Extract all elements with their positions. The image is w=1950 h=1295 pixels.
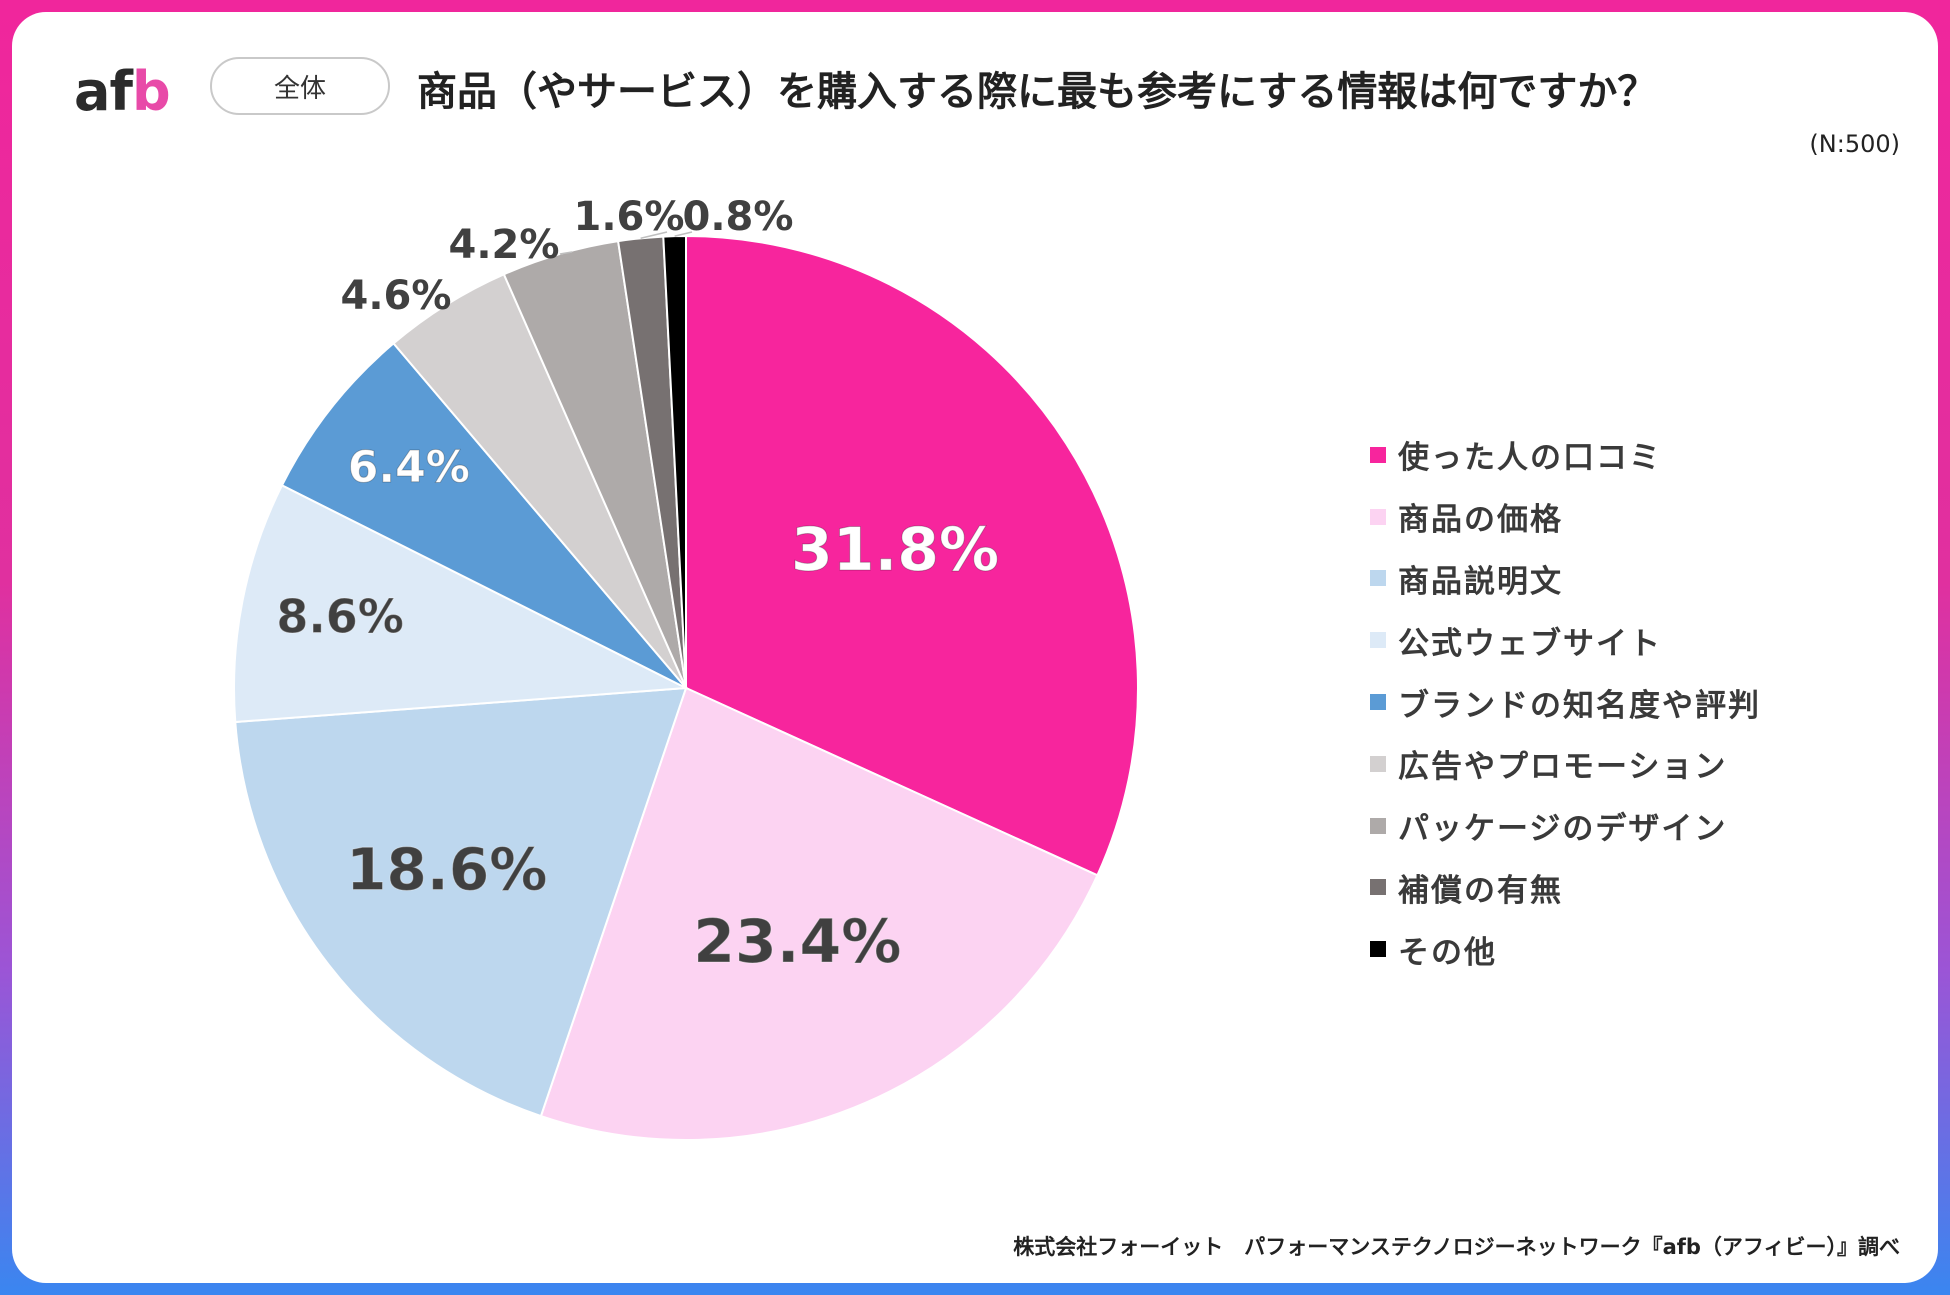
legend-label: 商品説明文 bbox=[1398, 563, 1563, 600]
legend-item: 商品説明文 bbox=[1370, 548, 1890, 610]
data-label: 8.6% bbox=[276, 589, 404, 643]
leader-line bbox=[674, 231, 693, 237]
legend-swatch bbox=[1370, 632, 1386, 649]
afb-logo: afb bbox=[74, 62, 184, 122]
legend-swatch bbox=[1370, 755, 1386, 772]
legend-swatch bbox=[1370, 817, 1386, 834]
data-label: 4.2% bbox=[449, 222, 560, 268]
data-label: 0.8% bbox=[683, 194, 794, 240]
segment-tag: 全体 bbox=[210, 57, 390, 115]
data-label: 18.6% bbox=[346, 836, 547, 904]
source-credit: 株式会社フォーイット パフォーマンステクノロジーネットワーク『afb（アフィビー… bbox=[1013, 1235, 1900, 1259]
legend-label: 使った人の口コミ bbox=[1398, 440, 1662, 477]
legend-swatch bbox=[1370, 508, 1386, 525]
chart-card: afb 全体 商品（やサービス）を購入する際に最も参考にする情報は何ですか？ (… bbox=[12, 12, 1938, 1283]
legend-label: 広告やプロモーション bbox=[1398, 749, 1728, 786]
data-label: 31.8% bbox=[791, 515, 999, 585]
data-label: 6.4% bbox=[348, 442, 470, 493]
legend-item: 商品の価格 bbox=[1370, 486, 1890, 548]
sample-size: (N:500) bbox=[1809, 130, 1900, 158]
pie-slice bbox=[233, 483, 690, 724]
legend-item: 使った人の口コミ bbox=[1370, 424, 1890, 486]
legend-swatch bbox=[1370, 446, 1386, 463]
legend-swatch bbox=[1370, 694, 1386, 711]
data-label: 1.6% bbox=[574, 194, 685, 240]
logo-accent: b bbox=[131, 60, 171, 123]
pie-slice bbox=[685, 234, 1139, 877]
logo-text: af bbox=[74, 60, 133, 123]
legend-label: 商品の価格 bbox=[1398, 502, 1563, 539]
legend-label: その他 bbox=[1398, 934, 1497, 971]
pie-slice bbox=[234, 686, 688, 1118]
data-label: 4.6% bbox=[341, 273, 452, 319]
legend-swatch bbox=[1370, 941, 1386, 958]
legend-item: ブランドの知名度や評判 bbox=[1370, 671, 1890, 733]
leader-line bbox=[559, 251, 573, 255]
data-label: 23.4% bbox=[693, 907, 901, 977]
pie-chart: 31.8% 23.4% 18.6% 8.6% 6.4% 4.6% 4.2% 1.6%0.8% bbox=[233, 194, 1139, 1141]
legend-item: 公式ウェブサイト bbox=[1370, 609, 1890, 671]
legend-label: ブランドの知名度や評判 bbox=[1398, 687, 1761, 724]
pie-slice bbox=[539, 686, 1099, 1141]
legend-label: 公式ウェブサイト bbox=[1398, 625, 1662, 662]
legend-item: その他 bbox=[1370, 918, 1890, 980]
leader-line bbox=[640, 231, 668, 240]
legend-swatch bbox=[1370, 879, 1386, 896]
legend-item: 広告やプロモーション bbox=[1370, 733, 1890, 795]
legend-label: 補償の有無 bbox=[1398, 872, 1563, 909]
chart-legend: 使った人の口コミ 商品の価格商品説明文公式ウェブサイトブランドの知名度や評判 広告や… bbox=[1370, 424, 1890, 980]
legend-swatch bbox=[1370, 570, 1386, 587]
chart-title: 商品（やサービス）を購入する際に最も参考にする情報は何ですか？ bbox=[417, 69, 1658, 115]
legend-item: パッケージのデザイン bbox=[1370, 795, 1890, 857]
pie-slice bbox=[280, 341, 687, 689]
legend-item: 補償の有無 bbox=[1370, 857, 1890, 919]
legend-label: パッケージのデザイン bbox=[1398, 811, 1728, 848]
